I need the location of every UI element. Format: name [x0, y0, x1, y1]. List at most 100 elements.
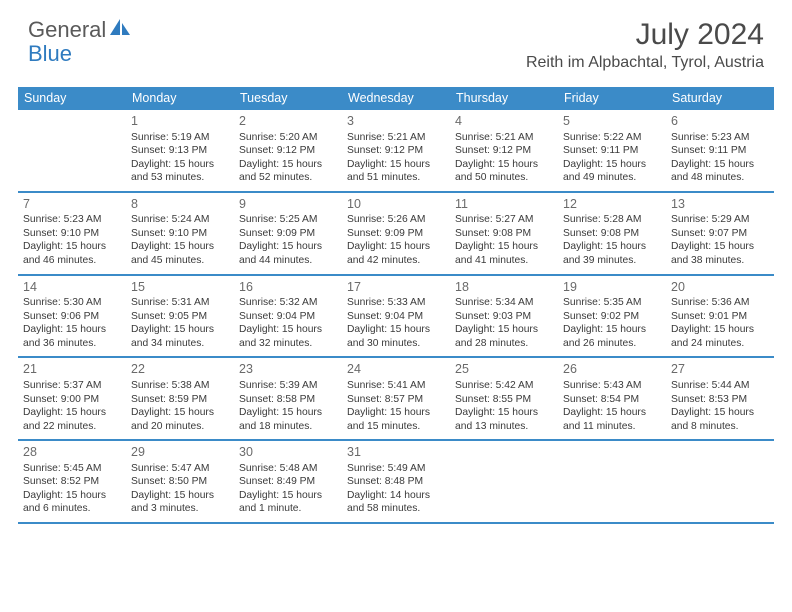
day-number: 21	[23, 361, 121, 378]
day-line: Sunset: 9:01 PM	[671, 310, 769, 324]
day-cell: 1Sunrise: 5:19 AMSunset: 9:13 PMDaylight…	[126, 110, 234, 191]
day-number: 26	[563, 361, 661, 378]
day-line: Daylight: 15 hours	[563, 406, 661, 420]
day-line: Sunset: 8:55 PM	[455, 393, 553, 407]
day-number: 17	[347, 279, 445, 296]
day-cell	[18, 110, 126, 191]
week-row: 28Sunrise: 5:45 AMSunset: 8:52 PMDayligh…	[18, 441, 774, 524]
day-number: 18	[455, 279, 553, 296]
day-number: 19	[563, 279, 661, 296]
day-line: Sunset: 8:50 PM	[131, 475, 229, 489]
dow-thursday: Thursday	[450, 87, 558, 110]
dow-saturday: Saturday	[666, 87, 774, 110]
day-cell: 12Sunrise: 5:28 AMSunset: 9:08 PMDayligh…	[558, 193, 666, 274]
day-line: Sunset: 9:13 PM	[131, 144, 229, 158]
day-line: Daylight: 15 hours	[239, 158, 337, 172]
day-line: Sunset: 9:05 PM	[131, 310, 229, 324]
day-line: Sunset: 9:09 PM	[347, 227, 445, 241]
day-line: and 50 minutes.	[455, 171, 553, 185]
day-line: Sunrise: 5:21 AM	[455, 131, 553, 145]
day-cell: 3Sunrise: 5:21 AMSunset: 9:12 PMDaylight…	[342, 110, 450, 191]
day-line: Sunset: 9:09 PM	[239, 227, 337, 241]
day-line: Daylight: 15 hours	[563, 240, 661, 254]
day-line: Sunrise: 5:41 AM	[347, 379, 445, 393]
dow-monday: Monday	[126, 87, 234, 110]
day-number: 10	[347, 196, 445, 213]
day-line: Sunset: 8:49 PM	[239, 475, 337, 489]
calendar: Sunday Monday Tuesday Wednesday Thursday…	[18, 86, 774, 524]
day-line: Daylight: 15 hours	[23, 240, 121, 254]
day-line: Sunset: 9:12 PM	[239, 144, 337, 158]
day-line: Sunrise: 5:36 AM	[671, 296, 769, 310]
day-line: Daylight: 14 hours	[347, 489, 445, 503]
day-line: Sunrise: 5:21 AM	[347, 131, 445, 145]
day-line: Sunset: 9:04 PM	[347, 310, 445, 324]
day-cell: 10Sunrise: 5:26 AMSunset: 9:09 PMDayligh…	[342, 193, 450, 274]
day-line: Sunset: 9:08 PM	[563, 227, 661, 241]
day-line: Sunset: 8:53 PM	[671, 393, 769, 407]
day-line: Daylight: 15 hours	[239, 323, 337, 337]
day-line: and 20 minutes.	[131, 420, 229, 434]
day-line: and 1 minute.	[239, 502, 337, 516]
day-line: Sunset: 9:04 PM	[239, 310, 337, 324]
day-line: Sunset: 9:08 PM	[455, 227, 553, 241]
day-number: 16	[239, 279, 337, 296]
day-line: and 8 minutes.	[671, 420, 769, 434]
day-line: and 58 minutes.	[347, 502, 445, 516]
day-line: and 51 minutes.	[347, 171, 445, 185]
day-line: and 42 minutes.	[347, 254, 445, 268]
day-line: and 13 minutes.	[455, 420, 553, 434]
day-line: Daylight: 15 hours	[131, 323, 229, 337]
day-line: Daylight: 15 hours	[239, 489, 337, 503]
day-line: Daylight: 15 hours	[347, 240, 445, 254]
day-line: Sunrise: 5:30 AM	[23, 296, 121, 310]
day-number: 5	[563, 113, 661, 130]
day-number: 14	[23, 279, 121, 296]
sail-icon	[110, 18, 132, 42]
day-line: and 32 minutes.	[239, 337, 337, 351]
day-line: Daylight: 15 hours	[671, 323, 769, 337]
week-row: 1Sunrise: 5:19 AMSunset: 9:13 PM Daylight…	[18, 110, 774, 193]
day-line: Daylight: 15 hours	[239, 406, 337, 420]
day-line: Sunrise: 5:31 AM	[131, 296, 229, 310]
day-line: and 38 minutes.	[671, 254, 769, 268]
day-number: 1	[131, 113, 229, 130]
day-line: Daylight: 15 hours	[347, 158, 445, 172]
day-line: Sunset: 9:10 PM	[23, 227, 121, 241]
day-cell: 29Sunrise: 5:47 AMSunset: 8:50 PMDayligh…	[126, 441, 234, 522]
day-cell: 23Sunrise: 5:39 AMSunset: 8:58 PMDayligh…	[234, 358, 342, 439]
day-cell: 30Sunrise: 5:48 AMSunset: 8:49 PMDayligh…	[234, 441, 342, 522]
day-line: and 26 minutes.	[563, 337, 661, 351]
day-line: and 34 minutes.	[131, 337, 229, 351]
day-line: Daylight: 15 hours	[23, 406, 121, 420]
day-line: Daylight: 15 hours	[131, 240, 229, 254]
day-line: Daylight: 15 hours	[671, 158, 769, 172]
day-cell: 15Sunrise: 5:31 AMSunset: 9:05 PMDayligh…	[126, 276, 234, 357]
day-line: Sunrise: 5:19 AM	[131, 131, 229, 145]
day-cell: 7Sunrise: 5:23 AMSunset: 9:10 PMDaylight…	[18, 193, 126, 274]
week-row: 14Sunrise: 5:30 AMSunset: 9:06 PM Dayligh…	[18, 276, 774, 359]
day-line: Sunrise: 5:45 AM	[23, 462, 121, 476]
day-number: 9	[239, 196, 337, 213]
day-line: and 3 minutes.	[131, 502, 229, 516]
day-line: Sunset: 8:52 PM	[23, 475, 121, 489]
day-line: Sunrise: 5:23 AM	[23, 213, 121, 227]
day-number: 2	[239, 113, 337, 130]
day-line: and 24 minutes.	[671, 337, 769, 351]
day-line: Sunset: 8:59 PM	[131, 393, 229, 407]
day-cell: 5Sunrise: 5:22 AMSunset: 9:11 PMDaylight…	[558, 110, 666, 191]
day-cell: 24Sunrise: 5:41 AMSunset: 8:57 PMDayligh…	[342, 358, 450, 439]
day-number: 30	[239, 444, 337, 461]
week-row: 21Sunrise: 5:37 AMSunset: 9:00 PMDayligh…	[18, 358, 774, 441]
day-line: Sunset: 9:06 PM	[23, 310, 121, 324]
day-number: 12	[563, 196, 661, 213]
day-cell: 4Sunrise: 5:21 AMSunset: 9:12 PMDaylight…	[450, 110, 558, 191]
day-number: 11	[455, 196, 553, 213]
dow-sunday: Sunday	[18, 87, 126, 110]
day-line: Sunrise: 5:47 AM	[131, 462, 229, 476]
day-number: 24	[347, 361, 445, 378]
day-line: Sunrise: 5:39 AM	[239, 379, 337, 393]
day-line: Sunrise: 5:33 AM	[347, 296, 445, 310]
day-line: Daylight: 15 hours	[671, 240, 769, 254]
day-line: Sunset: 8:57 PM	[347, 393, 445, 407]
